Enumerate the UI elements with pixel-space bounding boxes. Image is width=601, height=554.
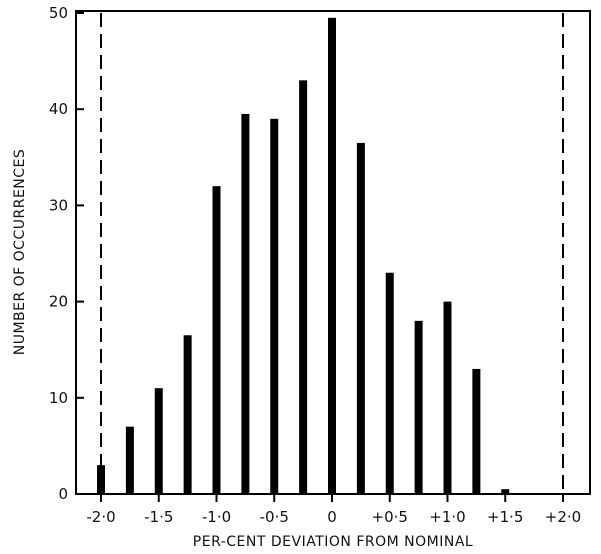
bar bbox=[443, 301, 452, 494]
bar bbox=[472, 368, 481, 494]
x-tick-label: -0·5 bbox=[260, 508, 289, 526]
bars bbox=[97, 17, 510, 495]
bar bbox=[414, 320, 423, 494]
x-tick-label: 0 bbox=[327, 508, 337, 526]
x-tick-label: +2·0 bbox=[545, 508, 581, 526]
x-tick-label: +1·5 bbox=[487, 508, 523, 526]
y-tick-label: 50 bbox=[49, 4, 68, 22]
reference-lines bbox=[100, 13, 564, 494]
y-tick-label: 0 bbox=[58, 485, 68, 503]
bar bbox=[270, 118, 279, 494]
bar bbox=[183, 335, 192, 494]
bar bbox=[328, 17, 336, 495]
bar bbox=[501, 489, 510, 494]
x-tick-label: -2·0 bbox=[86, 508, 115, 526]
bar bbox=[154, 388, 163, 494]
y-tick-label: 10 bbox=[49, 389, 68, 407]
x-tick-label: +1·0 bbox=[429, 508, 465, 526]
x-tick-label: -1·0 bbox=[202, 508, 231, 526]
bar bbox=[356, 142, 365, 494]
y-tick-label: 20 bbox=[49, 293, 68, 311]
bar bbox=[125, 426, 134, 494]
x-axis-ticks: -2·0 -1·5 -1·0 -0·5 0 +0·5 +1·0 +1·5 +2·0 bbox=[86, 494, 581, 526]
x-axis-label: PER-CENT DEVIATION FROM NOMINAL bbox=[193, 534, 473, 550]
x-tick-label: -1·5 bbox=[144, 508, 173, 526]
x-tick-label: +0·5 bbox=[372, 508, 408, 526]
bar bbox=[299, 80, 308, 494]
y-axis-ticks: 0 10 20 30 40 50 bbox=[49, 4, 84, 503]
bar bbox=[97, 465, 105, 494]
bar bbox=[241, 114, 250, 494]
bar bbox=[212, 186, 221, 494]
y-tick-label: 30 bbox=[49, 196, 68, 214]
y-axis-label: NUMBER OF OCCURRENCES bbox=[12, 149, 28, 356]
bar bbox=[385, 272, 394, 494]
y-tick-label: 40 bbox=[49, 100, 68, 118]
